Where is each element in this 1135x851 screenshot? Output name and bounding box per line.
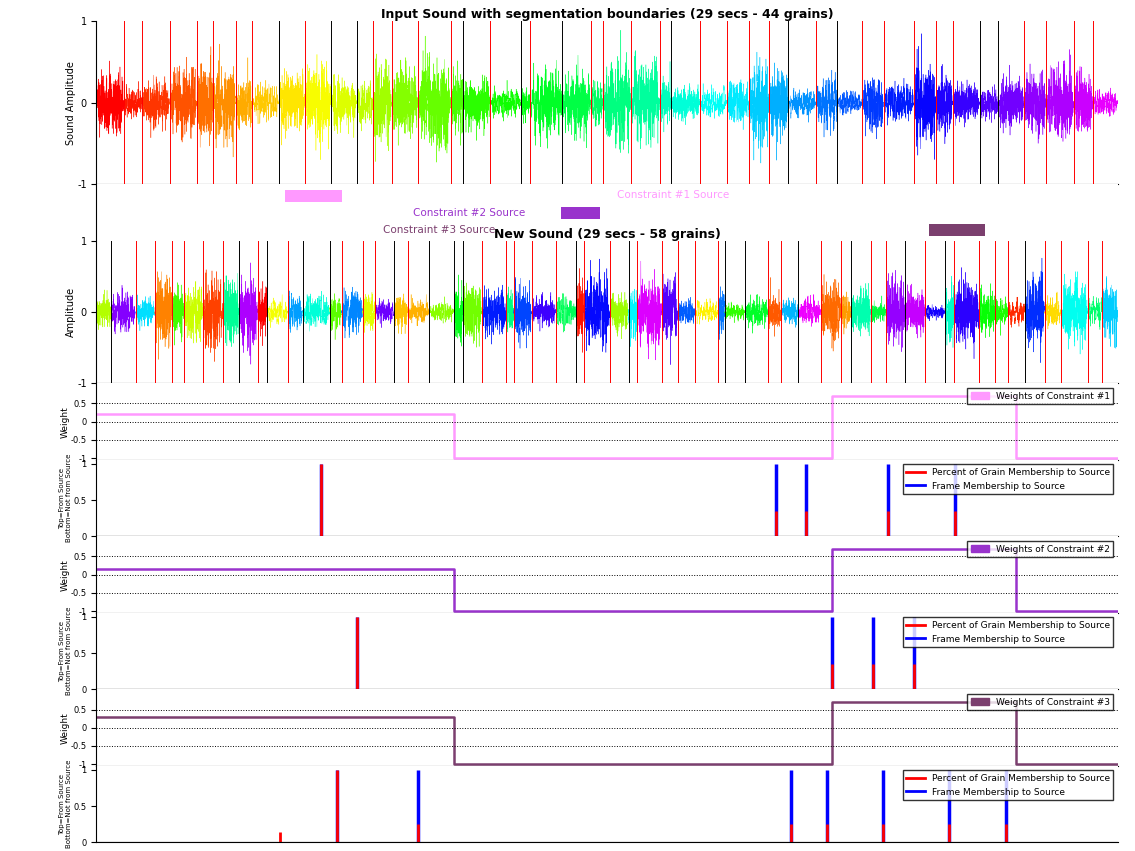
Y-axis label: Top=From Source
Bottom=Not from Source: Top=From Source Bottom=Not from Source bbox=[59, 607, 73, 695]
Y-axis label: Top=From Source
Bottom=Not from Source: Top=From Source Bottom=Not from Source bbox=[59, 454, 73, 542]
Legend: Percent of Grain Membership to Source, Frame Membership to Source: Percent of Grain Membership to Source, F… bbox=[902, 770, 1113, 800]
Y-axis label: Weight: Weight bbox=[60, 711, 69, 744]
Bar bbox=[561, 207, 600, 220]
Y-axis label: Amplitude: Amplitude bbox=[66, 287, 76, 337]
X-axis label: Constraint #1 Target Weights: Constraint #1 Target Weights bbox=[515, 385, 699, 395]
Y-axis label: Weight: Weight bbox=[60, 559, 69, 591]
X-axis label: Constraint #1 Satisfaction Indicator: Constraint #1 Satisfaction Indicator bbox=[495, 461, 720, 471]
X-axis label: Constraint #3 Target Weights: Constraint #3 Target Weights bbox=[515, 691, 699, 701]
Legend: Weights of Constraint #3: Weights of Constraint #3 bbox=[967, 694, 1113, 711]
Y-axis label: Sound Amplitude: Sound Amplitude bbox=[66, 61, 76, 145]
X-axis label: Constraint #2 Satisfaction Indicator: Constraint #2 Satisfaction Indicator bbox=[495, 614, 720, 625]
Y-axis label: Weight: Weight bbox=[60, 406, 69, 437]
X-axis label: Constraint #2 Target Weights: Constraint #2 Target Weights bbox=[515, 538, 699, 548]
Y-axis label: Top=From Source
Bottom=Not from Source: Top=From Source Bottom=Not from Source bbox=[59, 760, 73, 848]
Legend: Weights of Constraint #1: Weights of Constraint #1 bbox=[967, 388, 1113, 404]
Legend: Percent of Grain Membership to Source, Frame Membership to Source: Percent of Grain Membership to Source, F… bbox=[902, 465, 1113, 494]
Bar bbox=[928, 224, 985, 236]
Text: Constraint #2 Source: Constraint #2 Source bbox=[413, 208, 526, 218]
Title: New Sound (29 secs - 58 grains): New Sound (29 secs - 58 grains) bbox=[494, 227, 721, 241]
Title: Input Sound with segmentation boundaries (29 secs - 44 grains): Input Sound with segmentation boundaries… bbox=[381, 9, 833, 21]
X-axis label: Constraint Sources: Constraint Sources bbox=[548, 186, 666, 196]
Text: Constraint #1 Source: Constraint #1 Source bbox=[617, 190, 730, 200]
X-axis label: Constraint #3 Satisfaction Indicator: Constraint #3 Satisfaction Indicator bbox=[495, 768, 720, 777]
Text: Constraint #3 Source: Constraint #3 Source bbox=[382, 225, 495, 235]
Legend: Weights of Constraint #2: Weights of Constraint #2 bbox=[967, 541, 1113, 557]
Bar bbox=[286, 190, 342, 203]
Legend: Percent of Grain Membership to Source, Frame Membership to Source: Percent of Grain Membership to Source, F… bbox=[902, 618, 1113, 648]
